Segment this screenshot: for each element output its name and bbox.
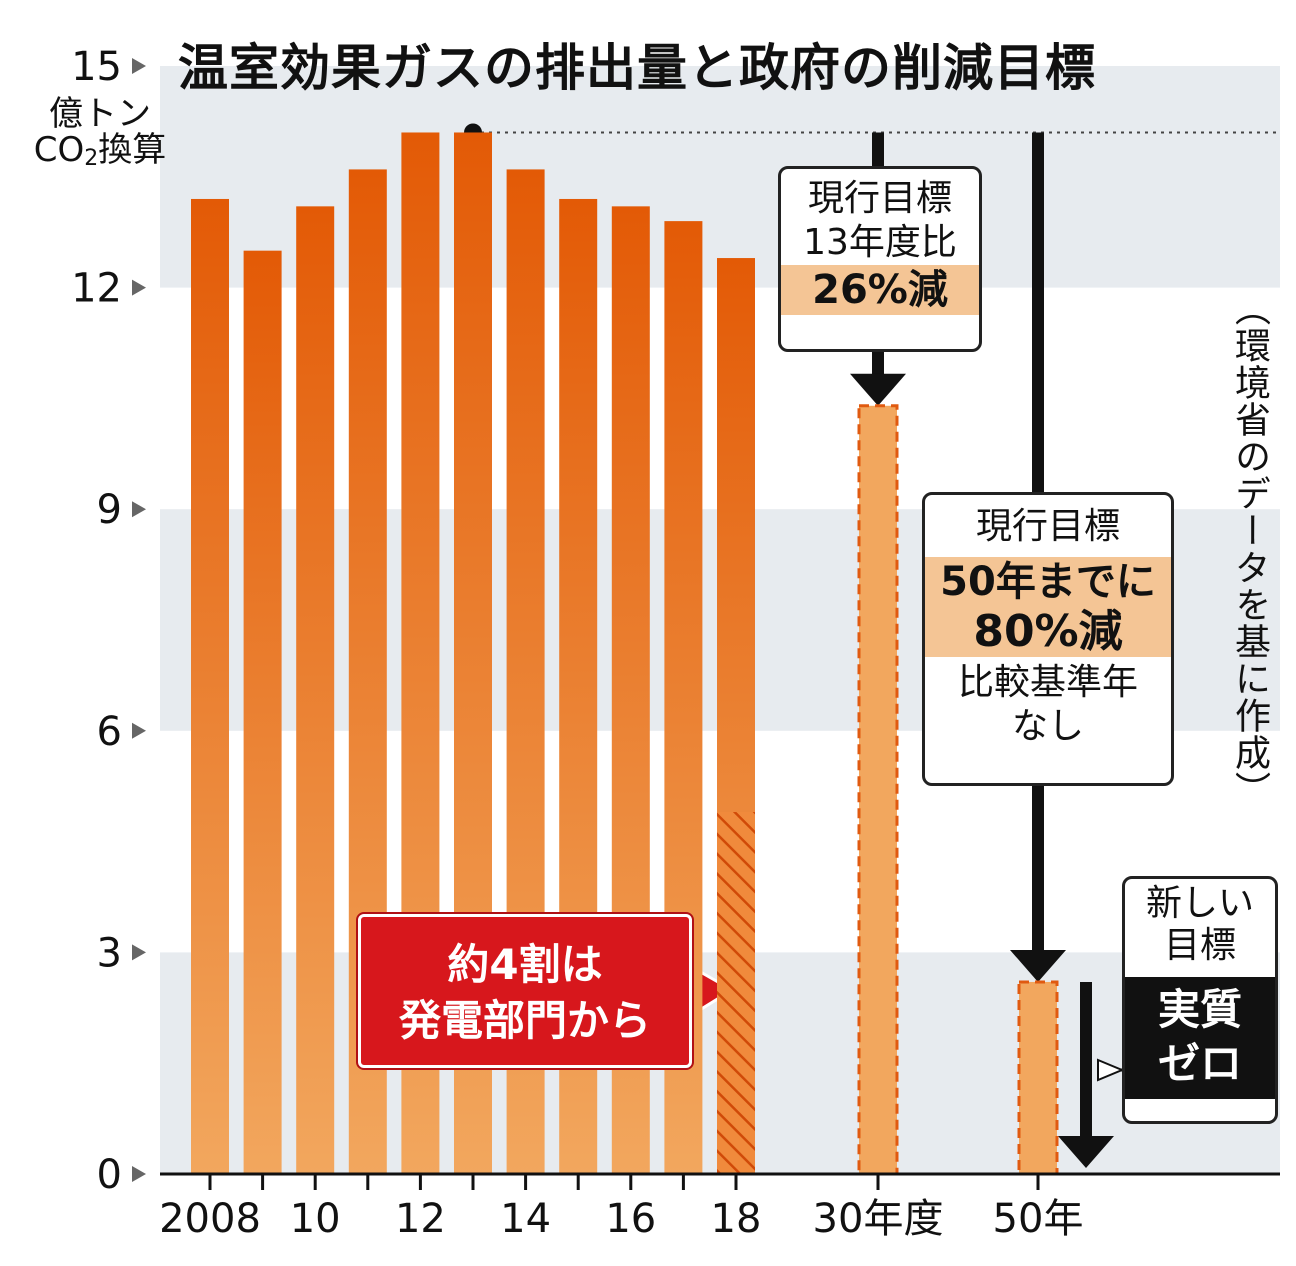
new-target-pointer [1097,1058,1125,1082]
y-tick-mark-12 [132,279,146,296]
target-bar-30年度 [857,404,899,1176]
y-axis-unit: 億トン CO2換算 [33,94,167,171]
target-2050-highlight2: 80%減 [925,607,1171,657]
target-2030-highlight: 26%減 [781,265,979,315]
y-tick-label-12: 12 [71,266,122,312]
x-tick-label-14: 14 [500,1196,551,1242]
arrow-2050-head [1010,949,1066,982]
target-bars [857,404,1059,1176]
target-2050-line1: 現行目標 [975,506,1120,547]
bar-hatched-power-sector [717,812,755,1174]
x-tick-label-10: 10 [290,1196,341,1242]
y-tick-mark-3 [132,944,146,961]
target-2050-line3: なし [1011,706,1084,747]
arrow-2030-head [850,373,906,406]
callout-line2: 発電部門から [398,996,651,1045]
bar-2010 [296,206,335,1174]
y-tick-label-6: 6 [97,709,122,755]
target-2030-line1: 現行目標 [807,178,952,219]
x-tick-label-16: 16 [605,1196,656,1242]
y-tick-mark-15 [132,58,146,74]
y-tick-label-3: 3 [97,930,122,976]
x-tick-label-30年度: 30年度 [813,1196,944,1242]
arrow-zero-head [1058,1136,1114,1168]
new-target-dark1: 実質 [1157,985,1242,1034]
y-tick-mark-0 [132,1166,146,1182]
new-target-dark2: ゼロ [1157,1039,1242,1088]
power-sector-callout: 約4割は 発電部門から [358,914,692,1068]
axes: 0 3 6 9 12 15 2008 10 12 14 16 18 30年度 50年 [71,44,1280,1242]
new-target-line1: 新しい [1145,883,1254,924]
target-2050-highlight1: 50年までに [925,557,1171,607]
x-tick-label-2008: 2008 [159,1196,261,1242]
gridband [160,66,1280,288]
chart-title: 温室効果ガスの排出量と政府の削減目標 [178,39,1096,97]
new-target-box: 新しい 目標 実質 ゼロ [1122,876,1278,1124]
target-2050-line2: 比較基準年 [957,662,1138,703]
bar-2009 [243,250,282,1174]
y-tick-label-0: 0 [97,1152,122,1198]
target-2030-box: 現行目標 13年度比 26%減 [778,166,982,352]
target-2050-box: 現行目標 50年までに 80%減 比較基準年 なし [922,492,1174,786]
y-tick-mark-9 [132,501,146,518]
x-tick-label-18: 18 [711,1196,762,1242]
x-tick-label-50年: 50年 [993,1196,1084,1242]
source-note: （環境省のデータを基に作成） [1229,290,1270,808]
y-tick-mark-6 [132,722,146,739]
x-tick-label-12: 12 [395,1196,446,1242]
target-bar-50年 [1017,980,1059,1176]
new-target-dark: 実質 ゼロ [1125,977,1275,1099]
new-target-line2: 目標 [1163,925,1236,966]
y-tick-label-9: 9 [97,487,122,533]
target-2030-line2: 13年度比 [803,222,957,263]
bar-2008 [191,198,229,1174]
callout-line1: 約4割は [447,940,603,989]
y-tick-label-15: 15 [71,44,122,90]
